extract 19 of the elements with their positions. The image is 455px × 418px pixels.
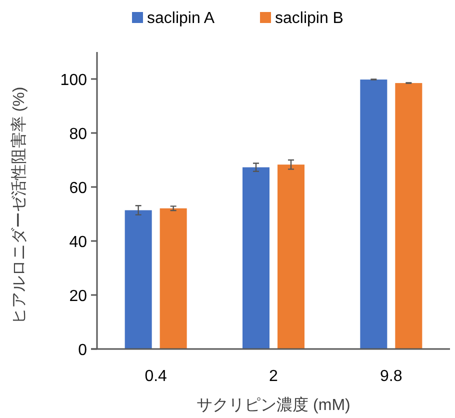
y-tick-label: 40 xyxy=(69,234,88,251)
bar xyxy=(242,167,270,349)
legend-label: saclipin A xyxy=(147,10,215,27)
bar xyxy=(124,210,152,349)
y-tick-label: 100 xyxy=(60,72,88,89)
x-axis-title: サクリピン濃度 (mM) xyxy=(196,396,350,414)
x-tick-label: 0.4 xyxy=(144,368,168,385)
x-tick-label: 2 xyxy=(269,368,278,385)
y-tick-label: 20 xyxy=(69,288,88,305)
y-axis-title: ヒアルロニダーゼ活性阻害率 (%) xyxy=(10,86,28,324)
legend-label: saclipin B xyxy=(275,10,344,27)
bar xyxy=(395,83,422,349)
y-tick-label: 0 xyxy=(78,342,88,359)
y-tick-label: 60 xyxy=(69,180,88,197)
x-tick-label: 9.8 xyxy=(380,368,402,385)
bar xyxy=(278,164,304,349)
y-tick-label: 80 xyxy=(69,126,88,143)
bar xyxy=(160,208,187,349)
bar xyxy=(360,80,388,349)
